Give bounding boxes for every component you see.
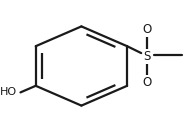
Text: HO: HO (0, 87, 17, 97)
Text: S: S (144, 50, 151, 63)
Text: O: O (143, 76, 152, 89)
Text: O: O (143, 23, 152, 36)
